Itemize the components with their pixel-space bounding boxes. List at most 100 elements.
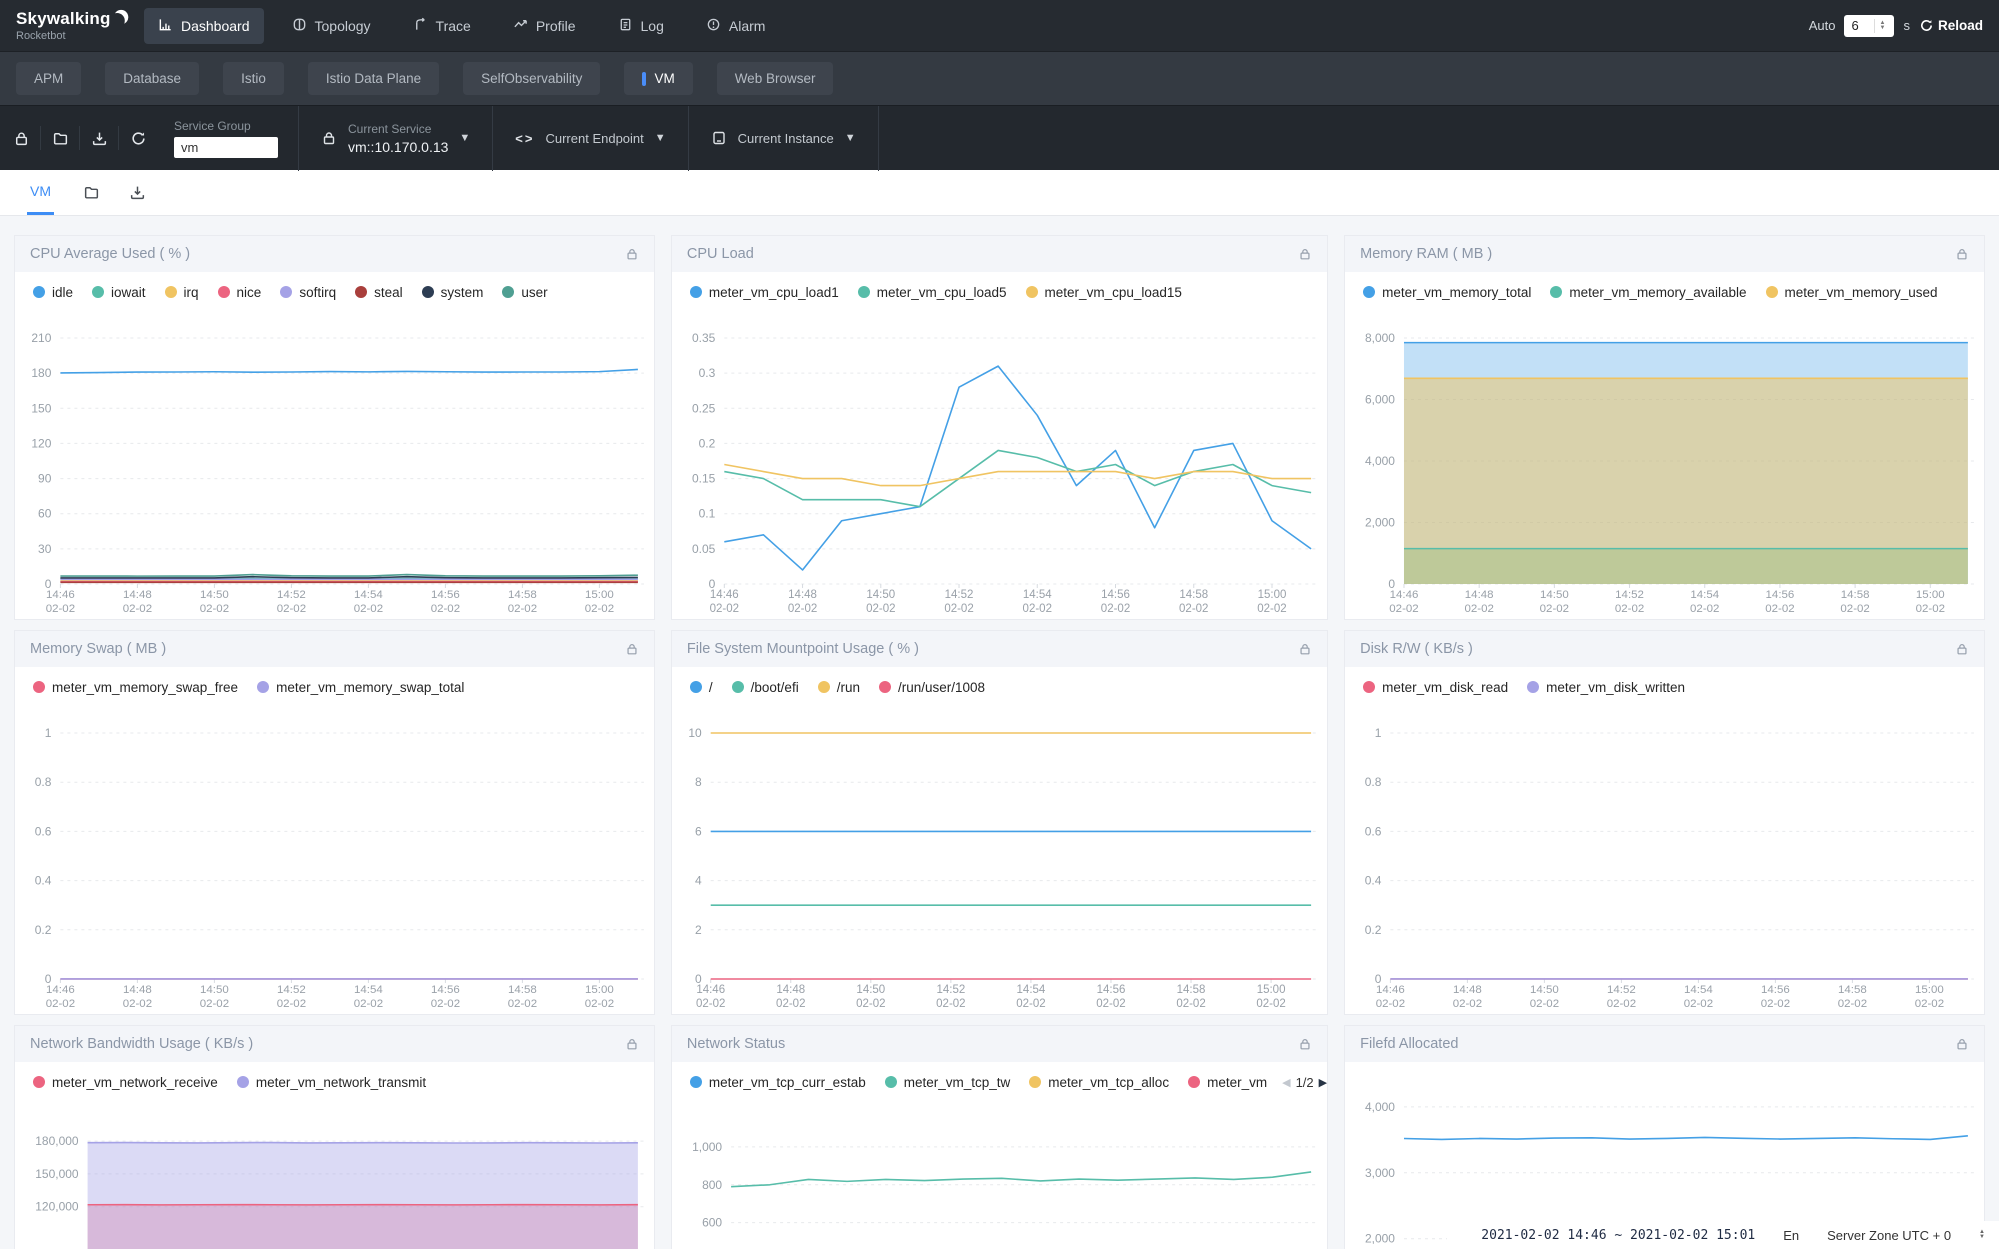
lock-icon[interactable]	[625, 642, 639, 656]
svg-text:0.8: 0.8	[1365, 775, 1382, 789]
lock-icon[interactable]	[625, 247, 639, 261]
legend-item[interactable]: meter_vm_disk_written	[1527, 680, 1685, 695]
legend-item[interactable]: steal	[355, 285, 403, 300]
service-group-input[interactable]	[174, 137, 278, 158]
tab-vm[interactable]: VM	[27, 170, 54, 215]
server-zone-selector[interactable]: Server Zone UTC + 0	[1827, 1228, 1951, 1243]
time-range-picker[interactable]: 2021-02-02 14:46 ~ 2021-02-02 15:01	[1481, 1228, 1755, 1243]
legend-label: /run	[837, 680, 860, 695]
dashboard-tab-istio[interactable]: Istio	[223, 62, 284, 95]
nav-item-topology[interactable]: Topology	[278, 8, 385, 44]
lock-icon[interactable]	[1955, 1037, 1969, 1051]
legend-label: meter_vm_cpu_load1	[709, 285, 839, 300]
legend-item[interactable]: /boot/efi	[732, 680, 799, 695]
dashboard-tab-apm[interactable]: APM	[16, 62, 81, 95]
legend-item[interactable]: system	[422, 285, 484, 300]
legend-item[interactable]: meter_vm_tcp_alloc	[1029, 1075, 1169, 1090]
dashboard-tab-database[interactable]: Database	[105, 62, 199, 95]
svg-text:02-02: 02-02	[1465, 603, 1494, 615]
legend-item[interactable]: meter_vm_memory_total	[1363, 285, 1531, 300]
zone-stepper-icon[interactable]: ▲▼	[1979, 1230, 1985, 1240]
legend-item[interactable]: idle	[33, 285, 73, 300]
lock-icon[interactable]	[625, 1037, 639, 1051]
stepper-arrows-icon[interactable]: ▲▼	[1874, 19, 1889, 33]
svg-text:14:50: 14:50	[856, 984, 885, 996]
lock-icon[interactable]	[1955, 247, 1969, 261]
legend-item[interactable]: meter_vm_cpu_load15	[1026, 285, 1182, 300]
legend-item[interactable]: iowait	[92, 285, 146, 300]
lock-icon[interactable]	[1298, 1037, 1312, 1051]
legend-item[interactable]: meter_vm_network_transmit	[237, 1075, 426, 1090]
lock-icon[interactable]	[1298, 642, 1312, 656]
dashboard-tab-web-browser[interactable]: Web Browser	[717, 62, 834, 95]
chart-plot: 00.050.10.150.20.250.30.3514:4602-0214:4…	[672, 312, 1327, 619]
legend-prev-icon[interactable]: ◀	[1282, 1076, 1290, 1089]
svg-text:14:56: 14:56	[1766, 589, 1795, 601]
legend-dot-icon	[1527, 681, 1539, 693]
legend-item[interactable]: meter_vm_cpu_load1	[690, 285, 839, 300]
current-service-selector[interactable]: Current Service vm::10.170.0.13 ▼	[299, 106, 492, 171]
legend-label: idle	[52, 285, 73, 300]
svg-text:02-02: 02-02	[277, 603, 306, 615]
reload-button[interactable]: Reload	[1919, 18, 1983, 33]
legend-item[interactable]: irq	[165, 285, 199, 300]
chart-card-header: Filefd Allocated	[1345, 1026, 1984, 1062]
svg-text:14:56: 14:56	[431, 589, 460, 601]
add-tab-button[interactable]	[83, 184, 100, 201]
legend-item[interactable]: meter_vm_tcp_tw	[885, 1075, 1011, 1090]
legend-item[interactable]: nice	[218, 285, 262, 300]
nav-item-log[interactable]: Log	[604, 8, 678, 44]
current-endpoint-selector[interactable]: <> Current Endpoint ▼	[493, 106, 687, 171]
nav-item-dashboard[interactable]: Dashboard	[144, 8, 264, 44]
legend-item[interactable]: meter_vm_disk_read	[1363, 680, 1508, 695]
legend-item[interactable]: meter_vm_tcp_curr_estab	[690, 1075, 866, 1090]
lock-button[interactable]	[2, 126, 41, 150]
legend-label: meter_vm_memory_swap_total	[276, 680, 464, 695]
svg-text:14:58: 14:58	[1841, 589, 1870, 601]
legend-dot-icon	[257, 681, 269, 693]
refresh-templates-button[interactable]	[119, 126, 158, 150]
export-template-button[interactable]	[80, 126, 119, 150]
svg-text:14:52: 14:52	[277, 984, 306, 996]
legend-item[interactable]: meter_vm_memory_used	[1766, 285, 1938, 300]
svg-text:14:58: 14:58	[508, 589, 537, 601]
chart-title: Network Status	[687, 1036, 785, 1052]
legend-item[interactable]: meter_vm_cpu_load5	[858, 285, 1007, 300]
legend-item[interactable]: meter_vm	[1188, 1075, 1267, 1090]
app-logo[interactable]: Skywalking Rocketbot	[16, 9, 134, 42]
legend-item[interactable]: user	[502, 285, 547, 300]
nav-item-trace[interactable]: Trace	[399, 8, 485, 44]
svg-text:14:46: 14:46	[1376, 984, 1405, 996]
legend-item[interactable]: meter_vm_memory_swap_total	[257, 680, 464, 695]
legend-next-icon[interactable]: ▶	[1319, 1076, 1327, 1089]
dashboard-tab-selfobservability[interactable]: SelfObservability	[463, 62, 600, 95]
footer-bar: 2021-02-02 14:46 ~ 2021-02-02 15:01 En S…	[1447, 1221, 1999, 1249]
legend-item[interactable]: /	[690, 680, 713, 695]
current-instance-selector[interactable]: Current Instance ▼	[689, 106, 878, 171]
lock-icon[interactable]	[1955, 642, 1969, 656]
svg-text:0.25: 0.25	[692, 401, 716, 415]
import-template-button[interactable]	[41, 126, 80, 150]
dashboard-tab-vm[interactable]: VM	[624, 62, 692, 95]
svg-text:02-02: 02-02	[200, 603, 229, 615]
legend-item[interactable]: meter_vm_memory_available	[1550, 285, 1746, 300]
legend-item[interactable]: /run	[818, 680, 860, 695]
lock-icon[interactable]	[1298, 247, 1312, 261]
legend-item[interactable]: /run/user/1008	[879, 680, 985, 695]
auto-interval-stepper[interactable]: ▲▼	[1844, 15, 1894, 37]
nav-item-alarm[interactable]: Alarm	[692, 8, 780, 44]
svg-text:0.2: 0.2	[699, 436, 716, 450]
export-tab-button[interactable]	[129, 184, 146, 201]
legend-item[interactable]: meter_vm_network_receive	[33, 1075, 218, 1090]
legend-dot-icon	[422, 286, 434, 298]
legend-item[interactable]: softirq	[280, 285, 336, 300]
auto-interval-input[interactable]	[1844, 18, 1874, 33]
legend-item[interactable]: meter_vm_memory_swap_free	[33, 680, 238, 695]
svg-text:14:56: 14:56	[1761, 984, 1790, 996]
nav-item-profile[interactable]: Profile	[499, 8, 590, 44]
svg-text:0.1: 0.1	[699, 507, 716, 521]
language-selector[interactable]: En	[1783, 1228, 1799, 1243]
log-icon	[618, 17, 633, 35]
dashboard-tab-istio-data-plane[interactable]: Istio Data Plane	[308, 62, 439, 95]
legend-label: system	[441, 285, 484, 300]
